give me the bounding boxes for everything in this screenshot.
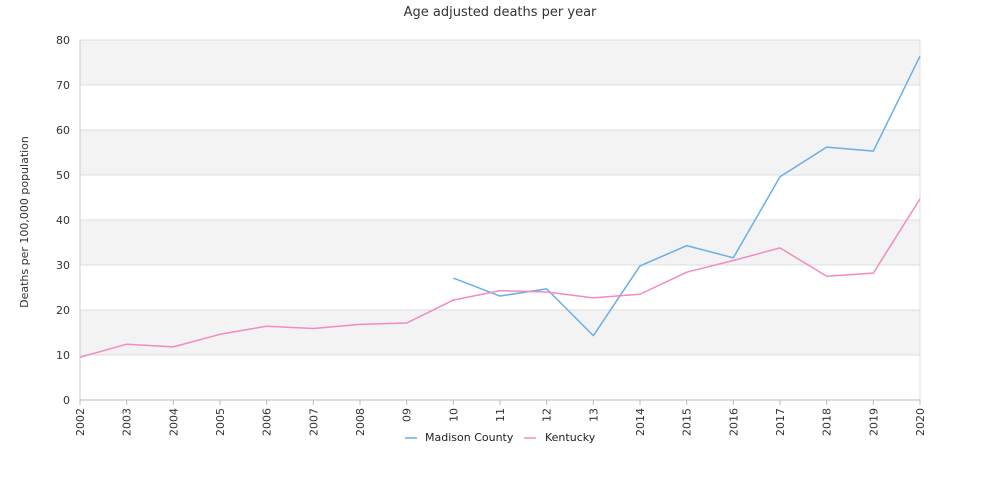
x-tick-label: 10: [447, 408, 460, 422]
legend: Madison County Kentucky: [405, 431, 596, 444]
plot-band: [80, 265, 920, 310]
y-tick-label: 80: [56, 34, 70, 47]
legend-label-kentucky: Kentucky: [545, 431, 596, 444]
plot-band: [80, 85, 920, 130]
x-tick-label: 2017: [774, 408, 787, 436]
legend-label-madison-county: Madison County: [425, 431, 514, 444]
x-tick-label: 2018: [821, 408, 834, 436]
x-tick-label: 2016: [727, 408, 740, 436]
series-lines: [79, 55, 921, 358]
y-tick-label: 0: [63, 394, 70, 407]
y-tick-label: 60: [56, 124, 70, 137]
x-tick-label: 13: [587, 408, 600, 422]
y-tick-label: 10: [56, 349, 70, 362]
plot-band: [80, 175, 920, 220]
x-tick-label: 2008: [354, 408, 367, 436]
y-tick-label: 30: [56, 259, 70, 272]
x-tick-label: 2005: [214, 408, 227, 436]
plot-bands: [80, 40, 920, 400]
y-tick-labels: 0 10 20 30 40 50 60 70 80: [56, 34, 70, 407]
plot-band: [80, 40, 920, 85]
plot-band: [80, 355, 920, 400]
x-tick-label: 2015: [681, 408, 694, 436]
x-tick-label: 2002: [74, 408, 87, 436]
plot-band: [80, 130, 920, 175]
y-tick-label: 50: [56, 169, 70, 182]
x-tick-label: 2007: [307, 408, 320, 436]
x-tick-label: 2006: [261, 408, 274, 436]
series-line-kentucky: [79, 198, 921, 358]
chart-title: Age adjusted deaths per year: [404, 5, 597, 20]
x-tick-label: 12: [541, 408, 554, 422]
plot-band: [80, 310, 920, 355]
y-axis-title: Deaths per 100,000 population: [18, 136, 31, 308]
y-tick-label: 40: [56, 214, 70, 227]
x-tick-labels: 2002 2003 2004 2005 2006 2007 2008 09 10 11 12 13 20…: [74, 400, 927, 436]
x-tick-label: 2003: [121, 408, 134, 436]
x-tick-label: 2004: [167, 408, 180, 436]
plot-band: [80, 220, 920, 265]
x-tick-label: 2014: [634, 408, 647, 436]
y-tick-label: 70: [56, 79, 70, 92]
x-tick-label: 2020: [914, 408, 927, 436]
y-tick-label: 20: [56, 304, 70, 317]
x-tick-label: 09: [401, 408, 414, 422]
x-tick-label: 11: [494, 408, 507, 422]
x-tick-label: 2019: [867, 408, 880, 436]
